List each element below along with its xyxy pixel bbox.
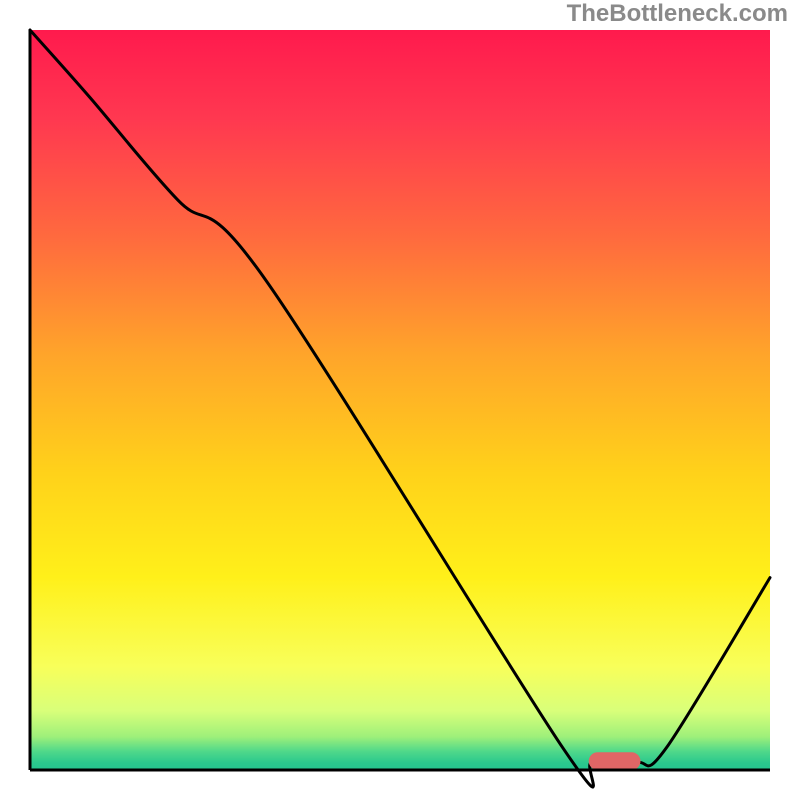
chart-svg	[0, 0, 800, 800]
watermark-text: TheBottleneck.com	[567, 0, 788, 28]
optimal-marker	[589, 752, 641, 770]
chart-container: TheBottleneck.com	[0, 0, 800, 800]
plot-background	[30, 30, 770, 770]
